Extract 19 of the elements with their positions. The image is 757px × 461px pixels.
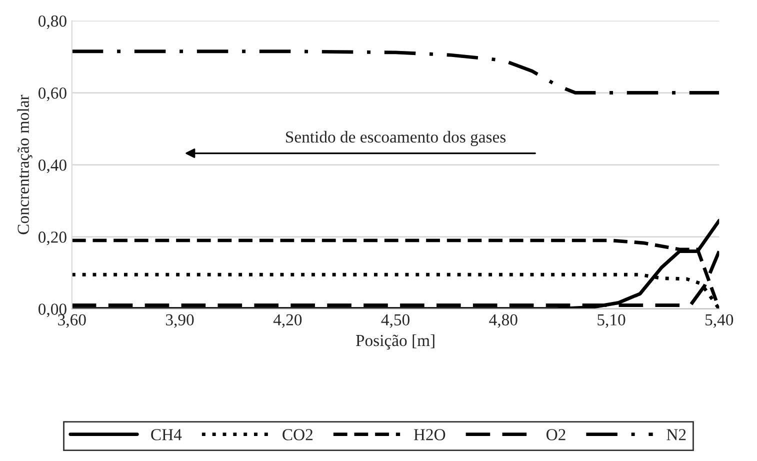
x-tick-label: 4,50 bbox=[381, 314, 410, 328]
y-tick-label: 0,80 bbox=[38, 15, 66, 30]
y-tick-label: 0,60 bbox=[38, 87, 66, 102]
legend-label: H2O bbox=[414, 429, 446, 440]
x-tick-label: 4,20 bbox=[273, 314, 302, 328]
x-tick-label: 5,40 bbox=[706, 314, 734, 328]
y-tick-label: 0,40 bbox=[38, 160, 66, 174]
annotation: Sentido de escoamento dos gases bbox=[286, 130, 506, 146]
legend-label: N2 bbox=[666, 429, 686, 440]
x-tick-label: 4,80 bbox=[489, 314, 518, 328]
y-axis-title: Concrentração molar bbox=[17, 94, 32, 234]
legend-label: CH4 bbox=[151, 429, 182, 440]
x-tick-label: 3,90 bbox=[166, 314, 194, 328]
legend-label: O2 bbox=[546, 429, 566, 440]
x-axis-title: Posição [m] bbox=[356, 334, 434, 350]
legend-label: CO2 bbox=[282, 429, 312, 440]
line-series bbox=[72, 50, 720, 95]
y-tick-label: 0,20 bbox=[38, 232, 66, 246]
x-tick-label: 5,10 bbox=[598, 314, 626, 328]
